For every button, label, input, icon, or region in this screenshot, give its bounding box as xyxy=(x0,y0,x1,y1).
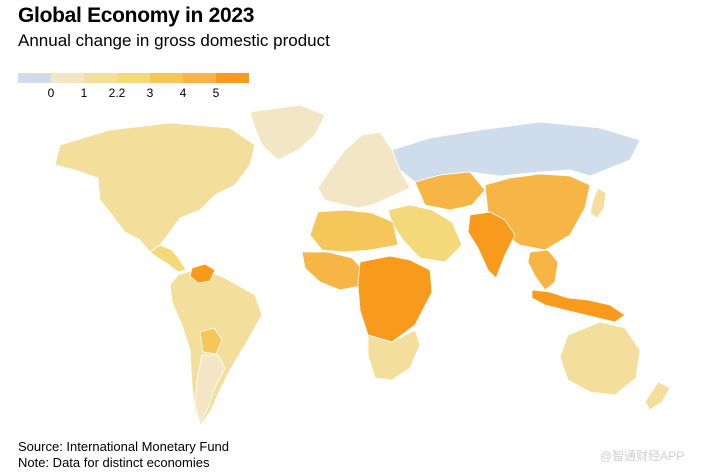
legend-color-bar xyxy=(18,73,249,83)
legend-swatch xyxy=(18,73,51,83)
region-central-asia xyxy=(414,171,486,211)
legend-swatch xyxy=(150,73,183,83)
world-map xyxy=(54,104,671,426)
region-middle-east xyxy=(387,204,463,263)
legend-swatch xyxy=(51,73,84,83)
region-argentina xyxy=(194,354,226,423)
region-north-africa xyxy=(309,209,399,253)
chart-source: Source: International Monetary Fund Note… xyxy=(18,439,229,471)
legend-swatch xyxy=(117,73,150,83)
legend-swatch xyxy=(183,73,216,83)
region-greenland xyxy=(249,104,326,161)
legend-label: 1 xyxy=(80,86,88,100)
source-text: Source: International Monetary Fund xyxy=(18,439,230,454)
chart-subtitle: Annual change in gross domestic product xyxy=(18,31,330,50)
color-legend: 0 1 2.2 3 4 5 xyxy=(18,73,249,100)
region-venezuela xyxy=(189,263,216,284)
chart-title: Global Economy in 2023 xyxy=(18,4,255,27)
region-central-america xyxy=(149,244,187,273)
legend-swatch xyxy=(216,73,249,83)
legend-swatch xyxy=(84,73,117,83)
legend-labels: 0 1 2.2 3 4 5 xyxy=(18,83,249,100)
watermark: @智通财经APP xyxy=(600,449,685,463)
region-west-africa xyxy=(301,251,366,291)
region-russia xyxy=(391,121,641,183)
note-text: Note: Data for distinct economies xyxy=(18,455,210,470)
region-europe xyxy=(317,131,411,209)
legend-label: 4 xyxy=(179,86,187,100)
region-japan xyxy=(589,187,607,219)
region-india xyxy=(467,211,516,279)
region-australia xyxy=(559,321,641,396)
region-new-zealand xyxy=(644,381,671,411)
legend-label: 3 xyxy=(146,86,154,100)
region-north-america xyxy=(54,122,256,253)
legend-label: 5 xyxy=(212,86,220,100)
region-southeast-asia xyxy=(527,249,559,291)
region-bolivia xyxy=(199,327,223,355)
legend-label: 2.2 xyxy=(108,86,126,100)
region-indonesia xyxy=(531,289,626,323)
region-central-east-africa xyxy=(357,255,433,343)
legend-label: 0 xyxy=(47,86,55,100)
region-southern-africa xyxy=(367,329,421,381)
